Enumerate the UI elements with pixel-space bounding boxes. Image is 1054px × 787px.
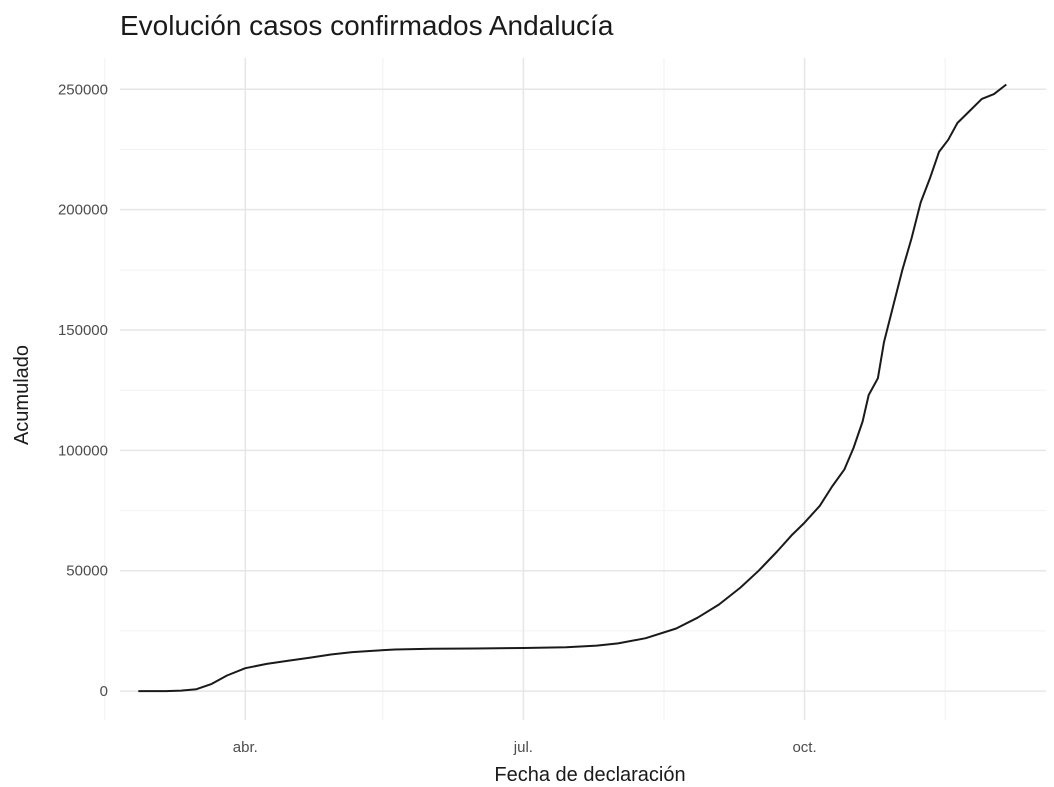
series-line (138, 83, 1007, 693)
y-axis-title: Acumulado (11, 345, 33, 445)
major-gridlines (120, 58, 1046, 720)
y-axis-ticks: 0 50000 100000 150000 200000 250000 (58, 81, 108, 700)
y-tick-label: 100000 (58, 442, 108, 459)
x-tick-label: jul. (513, 739, 533, 756)
x-tick-label: abr. (233, 739, 258, 756)
y-tick-label: 150000 (58, 322, 108, 339)
x-axis-title: Fecha de declaración (494, 764, 685, 786)
y-tick-label: 200000 (58, 202, 108, 219)
x-tick-label: oct. (792, 739, 816, 756)
chart-title: Evolución casos confirmados Andalucía (120, 10, 614, 41)
y-tick-label: 50000 (66, 563, 108, 580)
y-tick-label: 0 (100, 683, 108, 700)
y-tick-label: 250000 (58, 81, 108, 98)
minor-gridlines (104, 58, 1046, 720)
x-axis-ticks: abr. jul. oct. (233, 739, 817, 756)
